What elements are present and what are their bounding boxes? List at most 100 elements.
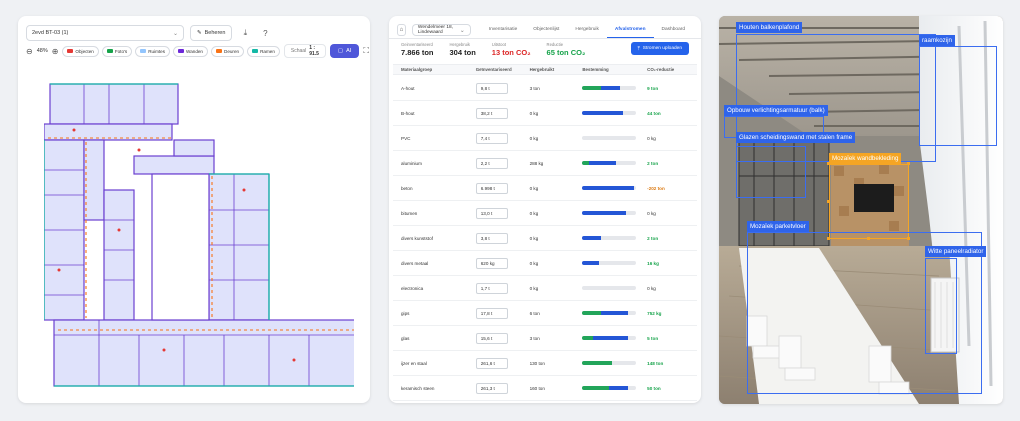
column-header-destination[interactable]: Bestemming (582, 67, 609, 72)
inventoried-input[interactable]: 261,3 t (475, 382, 508, 394)
tab-dashboard[interactable]: Dashboard (661, 27, 685, 32)
destination-bar[interactable] (582, 311, 637, 315)
detection-label-ceiling[interactable]: Houten balkenplafond (736, 22, 803, 33)
table-row[interactable]: aluminium 2,2 t 288 kg 2 ton (393, 151, 697, 176)
resize-handle[interactable] (867, 237, 870, 240)
destination-bar[interactable] (582, 236, 637, 240)
floorplan-panel: 2evd BT-03 (1) ⌄ ✎ Beheren ⤓ ? ⊖ 48% ⊕ O… (18, 16, 370, 403)
material-name: ijzer en staal (401, 360, 427, 366)
tab-hergebruik[interactable]: Hergebruik (575, 27, 599, 32)
table-row[interactable]: glas 15,6 t 3 ton 5 ton (393, 326, 697, 351)
inventoried-input[interactable]: 2,2 t (475, 157, 508, 169)
destination-cell (582, 311, 647, 315)
ai-button[interactable]: ▢ AI (329, 44, 360, 58)
address-select[interactable]: Wendelmeer 18, Lindewaard ⌄ (411, 24, 471, 36)
reused-value: 0 kg (529, 135, 539, 141)
detection-label-window-frame[interactable]: raamkozijn (919, 35, 955, 46)
column-header-material[interactable]: Materiaalgroep (401, 67, 433, 72)
destination-bar[interactable] (582, 211, 637, 215)
destination-bar[interactable] (582, 261, 637, 265)
inventoried-input[interactable]: 38,2 t (475, 107, 508, 119)
resize-handle[interactable] (827, 162, 830, 165)
inventoried-cell: 3,8 t (475, 232, 530, 244)
table-row[interactable]: divers kunststof 3,8 t 0 kg 2 ton (393, 226, 697, 251)
help-icon[interactable]: ? (263, 28, 268, 38)
resize-handle[interactable] (827, 237, 830, 240)
inventoried-input[interactable]: 3,8 t (475, 232, 508, 244)
column-header-reused[interactable]: Hergebruikt (529, 67, 555, 72)
destination-bar[interactable] (582, 186, 637, 190)
table-row[interactable]: divers metaal 620 kg 0 kg 16 kg (393, 251, 697, 276)
table-row[interactable]: beton 6.998 t 0 kg -202 ton (393, 176, 697, 201)
inventoried-input[interactable]: 9,8 t (475, 82, 508, 94)
fullscreen-icon[interactable]: ⛶ (363, 46, 369, 55)
resize-handle[interactable] (827, 200, 830, 203)
layer-chips: Objecten Foto's Ruimtes Wanden Deuren Ramen (62, 45, 280, 57)
recycle-segment (588, 161, 616, 165)
inventoried-input[interactable]: 15,6 t (475, 332, 508, 344)
detection-box-radiator[interactable] (925, 258, 957, 354)
floor-select[interactable]: 2evd BT-03 (1) ⌄ (26, 25, 184, 41)
inventoried-input[interactable]: 7,4 t (475, 132, 508, 144)
floorplan-canvas[interactable] (44, 80, 354, 390)
resize-handle[interactable] (907, 162, 910, 165)
home-icon[interactable]: ⌂ (397, 24, 406, 36)
table-row[interactable]: bitumen 13,0 t 0 kg 0 kg (393, 201, 697, 226)
inventoried-input[interactable]: 6.998 t (475, 182, 508, 194)
manage-button[interactable]: ✎ Beheren (190, 25, 233, 41)
detection-label-glass-wall[interactable]: Glazen scheidingswand met stalen frame (736, 132, 856, 143)
table-row[interactable]: ijzer en staal 261,6 t 130 ton 148 ton (393, 351, 697, 376)
zoom-out-icon[interactable]: ⊖ (26, 46, 33, 56)
inventoried-input[interactable]: 1,7 t (475, 282, 508, 294)
co2-reduction-value: 2 ton (647, 160, 659, 166)
download-icon[interactable]: ⤓ (243, 28, 248, 37)
inventoried-input[interactable]: 13,0 t (475, 207, 508, 219)
layer-chip-fotos[interactable]: Foto's (101, 45, 133, 57)
destination-bar[interactable] (582, 136, 637, 140)
destination-bar[interactable] (582, 336, 637, 340)
material-name: A-hout (401, 85, 415, 91)
detection-box-parquet[interactable] (747, 232, 982, 394)
column-header-co2-reduction[interactable]: CO₂-reductie (647, 67, 675, 72)
co2-reduction-value: 148 ton (647, 360, 664, 366)
column-header-inventoried[interactable]: Geïnventariseerd (475, 67, 512, 72)
tab-afvalstromen[interactable]: Afvalstromen (606, 22, 654, 38)
inventoried-input[interactable]: 620 kg (475, 257, 508, 269)
layer-chip-objecten[interactable]: Objecten (62, 45, 99, 57)
scale-indicator[interactable]: Schaal 1 : 91.5 (283, 44, 326, 58)
detection-label-light-fixture[interactable]: Opbouw verlichtingsarmatuur (balk) (724, 105, 828, 116)
table-row[interactable]: electronica 1,7 t 0 kg 0 kg (393, 276, 697, 301)
layer-chip-deuren[interactable]: Deuren (211, 45, 245, 57)
destination-bar[interactable] (582, 286, 637, 290)
inventoried-cell: 2,2 t (475, 157, 530, 169)
destination-bar[interactable] (582, 111, 637, 115)
layer-chip-ruimtes[interactable]: Ruimtes (135, 45, 171, 57)
table-row[interactable]: gips 17,8 t 6 ton 752 kg (393, 301, 697, 326)
layer-chip-ramen[interactable]: Ramen (247, 45, 280, 57)
table-row[interactable]: A-hout 9,8 t 3 ton 9 ton (393, 76, 697, 101)
destination-cell (582, 261, 647, 265)
table-row[interactable]: keramisch steen 261,3 t 160 ton 50 ton (393, 376, 697, 401)
table-row[interactable]: B-hout 38,2 t 0 kg 44 ton (393, 101, 697, 126)
destination-bar[interactable] (582, 386, 637, 390)
detection-label-mosaic-wall[interactable]: Mozaïek wandbekleding (829, 153, 902, 164)
destination-bar[interactable] (582, 161, 637, 165)
destination-bar[interactable] (582, 361, 637, 365)
inventoried-input[interactable]: 261,6 t (475, 357, 508, 369)
zoom-in-icon[interactable]: ⊕ (51, 46, 59, 56)
detection-box-glass-wall[interactable] (736, 146, 806, 198)
material-name: aluminium (401, 160, 422, 166)
tab-inventarisatie[interactable]: Inventarisatie (488, 27, 518, 32)
co2-reduction-value: 44 ton (647, 110, 661, 116)
detection-label-parquet[interactable]: Mozaïek parketvloer (747, 221, 809, 232)
destination-bar[interactable] (582, 86, 637, 90)
detection-label-radiator[interactable]: Witte paneelradiator (925, 246, 987, 257)
resize-handle[interactable] (907, 237, 910, 240)
tab-objectenlijst[interactable]: Objectenlijst (533, 27, 560, 32)
detection-box-mosaic-wall[interactable] (829, 164, 909, 239)
table-row[interactable]: PVC 7,4 t 0 kg 0 kg (393, 126, 697, 151)
upload-streams-button[interactable]: ⤒ Stromen uploaden (630, 42, 689, 55)
inventoried-input[interactable]: 17,8 t (475, 307, 508, 319)
layer-chip-wanden[interactable]: Wanden (173, 45, 208, 57)
detection-box-window-frame[interactable] (919, 46, 997, 146)
